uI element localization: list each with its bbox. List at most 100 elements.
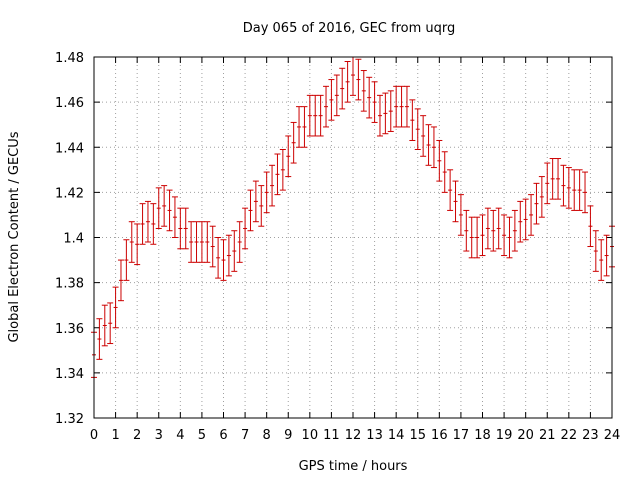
data-point: [263, 171, 270, 214]
data-point: [166, 189, 173, 232]
data-point: [555, 158, 562, 200]
data-point: [193, 221, 200, 263]
data-point: [339, 67, 346, 110]
x-tick-label: 20: [517, 428, 534, 443]
axes: 0 1 2 3 4 5 6 7 8 9 10 11 12 13 14 15 16 17 18 19 20 21 22 23 24…: [55, 51, 620, 443]
data-point: [128, 221, 135, 263]
data-point: [355, 58, 362, 101]
data-point: [107, 302, 114, 345]
data-point: [182, 207, 189, 250]
x-tick-label: 12: [345, 428, 362, 443]
data-point: [350, 57, 356, 96]
x-tick-label: 9: [284, 428, 292, 443]
data-point: [117, 259, 124, 302]
data-point: [598, 239, 605, 281]
data-point: [177, 207, 184, 250]
x-tick-label: 6: [219, 428, 227, 443]
data-point: [571, 169, 578, 211]
data-point: [96, 318, 103, 360]
y-tick-label: 1.34: [55, 367, 84, 382]
x-tick-label: 1: [111, 428, 119, 443]
data-series: [91, 57, 615, 378]
data-point: [215, 237, 222, 279]
data-point: [511, 209, 518, 252]
x-tick-label: 13: [366, 428, 383, 443]
x-tick-label: 0: [90, 428, 98, 443]
data-point: [549, 158, 556, 200]
data-point: [403, 85, 410, 128]
x-axis-label: GPS time / hours: [299, 459, 408, 474]
data-point: [501, 214, 508, 257]
data-point: [436, 139, 443, 182]
data-point: [447, 169, 454, 211]
data-point: [538, 176, 545, 218]
data-point: [285, 135, 292, 178]
data-point: [225, 234, 232, 277]
grid: [94, 57, 612, 418]
y-tick-label: 1.32: [55, 412, 84, 427]
data-point: [312, 94, 319, 137]
data-point: [414, 108, 421, 151]
y-tick-label: 1.48: [55, 51, 84, 66]
data-point: [101, 304, 108, 347]
x-tick-label: 19: [496, 428, 513, 443]
y-tick-label: 1.36: [55, 322, 84, 337]
data-point: [161, 185, 168, 227]
data-point: [296, 106, 303, 148]
x-tick-label: 14: [388, 428, 405, 443]
x-tick-label: 11: [323, 428, 340, 443]
data-point: [495, 207, 502, 250]
data-point: [247, 189, 254, 232]
data-point: [371, 81, 378, 123]
data-point: [452, 180, 459, 223]
data-point: [123, 239, 130, 281]
data-point: [603, 234, 610, 277]
data-point: [269, 164, 276, 207]
data-point: [592, 230, 599, 272]
data-point: [425, 124, 432, 166]
data-point: [376, 94, 383, 137]
data-point: [587, 205, 594, 248]
x-tick-label: 24: [604, 428, 621, 443]
data-point: [484, 207, 491, 250]
x-tick-label: 22: [561, 428, 578, 443]
data-point: [441, 151, 448, 193]
data-point: [139, 203, 146, 245]
data-point: [306, 94, 313, 137]
data-point: [252, 180, 259, 223]
y-tick-label: 1.4: [63, 232, 84, 247]
data-point: [576, 169, 583, 211]
data-point: [231, 230, 238, 272]
plot-frame: [93, 56, 613, 419]
data-point: [468, 216, 475, 259]
data-point: [533, 182, 540, 225]
x-tick-label: 17: [453, 428, 470, 443]
data-point: [198, 221, 205, 263]
data-point: [560, 164, 567, 207]
data-point: [236, 221, 243, 263]
data-point: [301, 106, 308, 148]
x-tick-label: 5: [198, 428, 206, 443]
data-point: [409, 99, 416, 141]
data-point: [279, 149, 286, 191]
data-point: [144, 200, 151, 243]
data-point: [582, 171, 589, 214]
y-tick-label: 1.46: [55, 96, 84, 111]
data-point: [344, 61, 351, 103]
data-point: [112, 286, 119, 329]
data-point: [360, 70, 367, 112]
chart-title: Day 065 of 2016, GEC from uqrg: [243, 21, 456, 36]
data-point: [328, 79, 335, 121]
data-point: [420, 115, 427, 157]
x-tick-label: 21: [539, 428, 556, 443]
data-point: [393, 85, 400, 128]
data-point: [528, 194, 535, 236]
data-point: [387, 90, 394, 132]
data-point: [506, 216, 513, 259]
data-point: [430, 126, 437, 169]
data-point: [398, 85, 405, 128]
data-point: [457, 194, 464, 236]
x-tick-label: 7: [241, 428, 249, 443]
data-point: [171, 196, 178, 238]
